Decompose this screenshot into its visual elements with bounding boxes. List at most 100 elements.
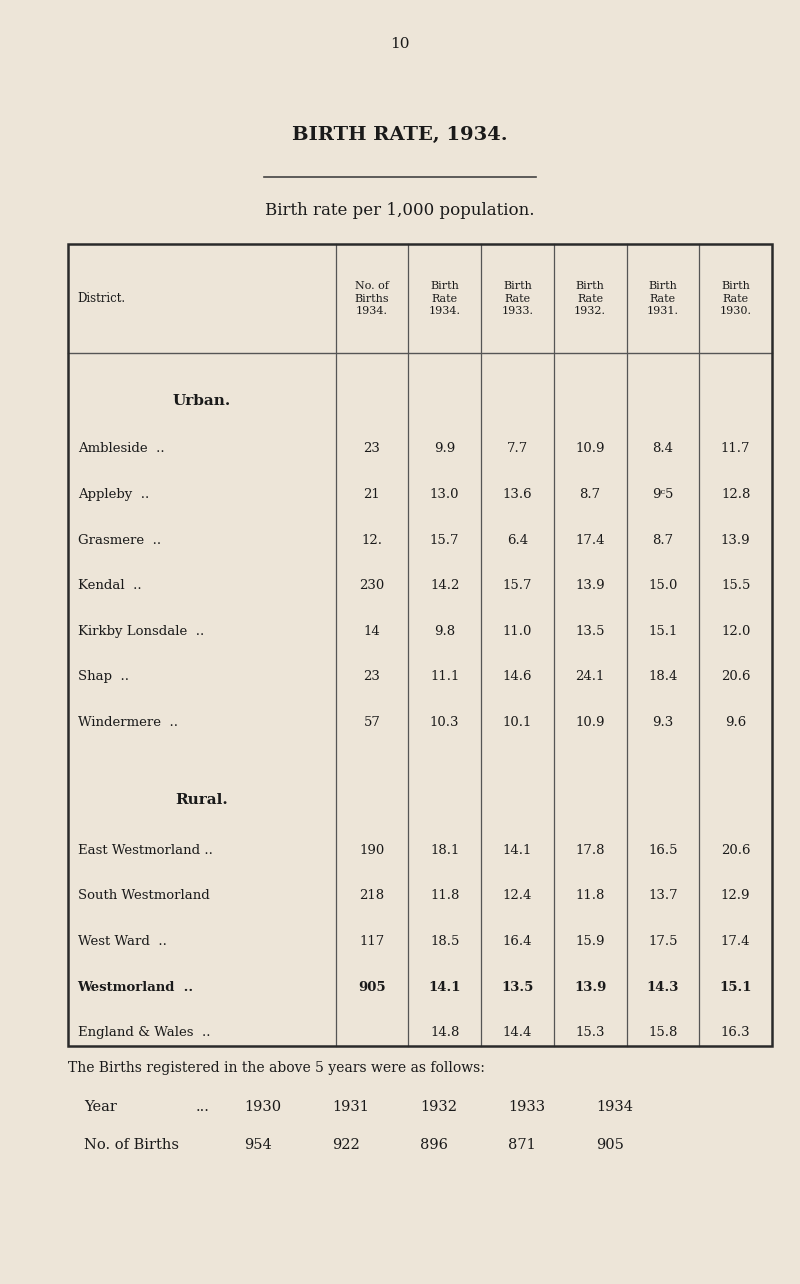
Text: 12.0: 12.0 — [721, 625, 750, 638]
Text: The Births registered in the above 5 years were as follows:: The Births registered in the above 5 yea… — [68, 1062, 485, 1075]
Text: 14.2: 14.2 — [430, 579, 459, 592]
Text: Rural.: Rural. — [175, 794, 228, 808]
Text: 24.1: 24.1 — [575, 670, 605, 683]
Text: 12.4: 12.4 — [502, 890, 532, 903]
Text: 1932: 1932 — [420, 1100, 457, 1113]
Text: Birth
Rate
1931.: Birth Rate 1931. — [647, 281, 679, 316]
Text: 12.8: 12.8 — [721, 488, 750, 501]
Text: Appleby  ..: Appleby .. — [78, 488, 149, 501]
Text: 18.4: 18.4 — [648, 670, 678, 683]
Text: 896: 896 — [420, 1139, 448, 1152]
Text: 871: 871 — [508, 1139, 536, 1152]
Text: 13.7: 13.7 — [648, 890, 678, 903]
Text: Kendal  ..: Kendal .. — [78, 579, 142, 592]
Text: 14.1: 14.1 — [428, 981, 461, 994]
Text: 16.5: 16.5 — [648, 844, 678, 856]
Text: District.: District. — [78, 291, 126, 306]
Text: 9.8: 9.8 — [434, 625, 455, 638]
Text: 218: 218 — [359, 890, 385, 903]
Text: 9.9: 9.9 — [434, 443, 455, 456]
Text: 12.: 12. — [362, 534, 382, 547]
Text: 15.5: 15.5 — [721, 579, 750, 592]
Text: England & Wales  ..: England & Wales .. — [78, 1026, 210, 1039]
Text: 6.4: 6.4 — [507, 534, 528, 547]
Text: 11.8: 11.8 — [430, 890, 459, 903]
Text: 1930: 1930 — [244, 1100, 281, 1113]
Text: 16.3: 16.3 — [721, 1026, 750, 1039]
Text: 13.9: 13.9 — [574, 981, 606, 994]
Text: 9.3: 9.3 — [652, 716, 674, 729]
Text: 20.6: 20.6 — [721, 844, 750, 856]
Text: 15.1: 15.1 — [648, 625, 678, 638]
Text: 230: 230 — [359, 579, 385, 592]
Text: 17.4: 17.4 — [721, 935, 750, 948]
Text: Birth
Rate
1930.: Birth Rate 1930. — [720, 281, 752, 316]
Text: 117: 117 — [359, 935, 385, 948]
Text: 23: 23 — [363, 443, 380, 456]
Text: 17.8: 17.8 — [575, 844, 605, 856]
Text: 18.5: 18.5 — [430, 935, 459, 948]
Text: 8.4: 8.4 — [652, 443, 674, 456]
Text: 13.6: 13.6 — [502, 488, 532, 501]
Text: 15.7: 15.7 — [430, 534, 459, 547]
Text: 23: 23 — [363, 670, 380, 683]
Text: 10.9: 10.9 — [575, 443, 605, 456]
Text: Shap  ..: Shap .. — [78, 670, 129, 683]
Text: 905: 905 — [358, 981, 386, 994]
Text: Urban.: Urban. — [173, 394, 231, 408]
Text: 1931: 1931 — [332, 1100, 369, 1113]
Text: 1933: 1933 — [508, 1100, 545, 1113]
Text: 15.8: 15.8 — [648, 1026, 678, 1039]
Text: 20.6: 20.6 — [721, 670, 750, 683]
Text: 14.4: 14.4 — [502, 1026, 532, 1039]
Text: Westmorland  ..: Westmorland .. — [78, 981, 194, 994]
Text: 905: 905 — [596, 1139, 624, 1152]
Text: 15.9: 15.9 — [575, 935, 605, 948]
Text: Birth rate per 1,000 population.: Birth rate per 1,000 population. — [266, 202, 534, 220]
Text: 13.0: 13.0 — [430, 488, 459, 501]
Text: 13.9: 13.9 — [575, 579, 605, 592]
Text: No. of
Births
1934.: No. of Births 1934. — [354, 281, 390, 316]
Text: 954: 954 — [244, 1139, 272, 1152]
Text: 14.6: 14.6 — [502, 670, 532, 683]
Text: South Westmorland: South Westmorland — [78, 890, 210, 903]
Text: 14: 14 — [363, 625, 380, 638]
Text: 10.3: 10.3 — [430, 716, 459, 729]
Text: 13.9: 13.9 — [721, 534, 750, 547]
Text: 15.0: 15.0 — [648, 579, 678, 592]
Text: Year: Year — [84, 1100, 117, 1113]
Text: 57: 57 — [363, 716, 380, 729]
Text: 17.4: 17.4 — [575, 534, 605, 547]
Text: 12.9: 12.9 — [721, 890, 750, 903]
Text: Grasmere  ..: Grasmere .. — [78, 534, 161, 547]
Text: 11.0: 11.0 — [502, 625, 532, 638]
Text: 14.8: 14.8 — [430, 1026, 459, 1039]
Text: 1934: 1934 — [596, 1100, 633, 1113]
Text: ...: ... — [196, 1100, 210, 1113]
Text: 11.7: 11.7 — [721, 443, 750, 456]
Text: 21: 21 — [363, 488, 380, 501]
Text: 7.7: 7.7 — [506, 443, 528, 456]
Text: 10: 10 — [390, 37, 410, 50]
Text: 17.5: 17.5 — [648, 935, 678, 948]
Text: Ambleside  ..: Ambleside .. — [78, 443, 164, 456]
Text: 11.1: 11.1 — [430, 670, 459, 683]
Text: 8.7: 8.7 — [579, 488, 601, 501]
Text: 11.8: 11.8 — [575, 890, 605, 903]
Text: 15.1: 15.1 — [719, 981, 752, 994]
Text: 922: 922 — [332, 1139, 360, 1152]
Text: 15.7: 15.7 — [502, 579, 532, 592]
Text: Windermere  ..: Windermere .. — [78, 716, 178, 729]
Text: East Westmorland ..: East Westmorland .. — [78, 844, 213, 856]
Text: 9.6: 9.6 — [725, 716, 746, 729]
Bar — [68, 244, 772, 1046]
Text: BIRTH RATE, 1934.: BIRTH RATE, 1934. — [292, 126, 508, 144]
Text: 14.3: 14.3 — [646, 981, 679, 994]
Text: 15.3: 15.3 — [575, 1026, 605, 1039]
Text: Birth
Rate
1933.: Birth Rate 1933. — [502, 281, 534, 316]
Text: 10.1: 10.1 — [502, 716, 532, 729]
Text: 18.1: 18.1 — [430, 844, 459, 856]
Text: 16.4: 16.4 — [502, 935, 532, 948]
Text: 9ᶜ5: 9ᶜ5 — [652, 488, 674, 501]
Text: 190: 190 — [359, 844, 385, 856]
